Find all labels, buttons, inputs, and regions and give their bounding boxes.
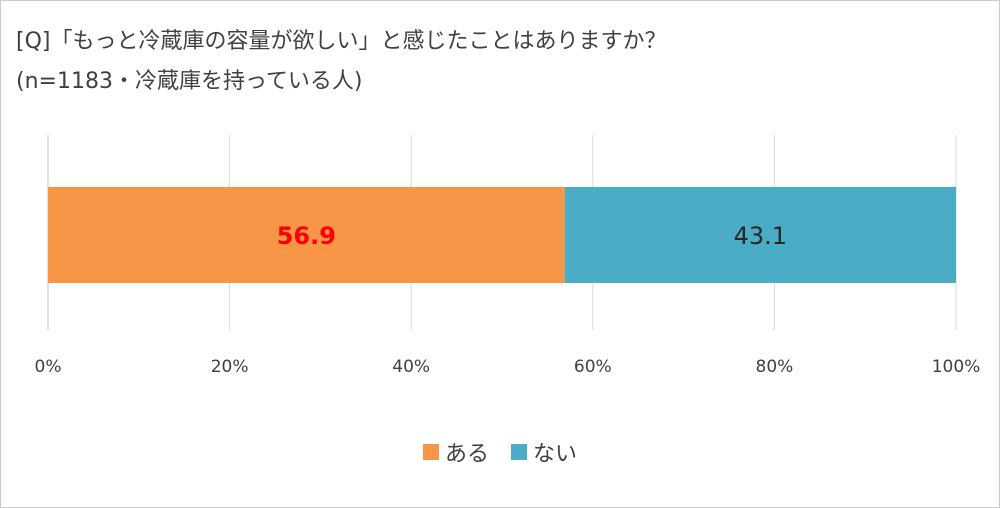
chart-title-line1: [Q]「もっと冷蔵庫の容量が欲しい」と感じたことはありますか？: [16, 29, 667, 54]
x-tick-label: 20%: [211, 357, 249, 377]
x-tick-label: 0%: [35, 357, 62, 377]
legend-swatch: [511, 444, 527, 460]
legend-item-1: ある: [422, 436, 489, 468]
bar-segment-1: [48, 187, 565, 283]
legend-item-2: ない: [511, 436, 577, 468]
x-tick-label: 100%: [932, 357, 981, 377]
x-tick-label: 40%: [392, 357, 430, 377]
legend-swatch: [422, 444, 439, 460]
legend-label: ある: [444, 442, 489, 467]
x-tick-label: 60%: [574, 357, 612, 377]
x-tick-label: 80%: [756, 357, 794, 377]
chart-legend: ある ない: [0, 436, 1000, 468]
chart-title-line2: (n=1183・冷蔵庫を持っている人): [16, 69, 363, 94]
bar-segment-2: [564, 187, 956, 283]
legend-label: ない: [533, 442, 578, 467]
chart-title: [Q]「もっと冷蔵庫の容量が欲しい」と感じたことはありますか？ (n=1183・…: [16, 22, 667, 102]
data-label-2: 43.1: [734, 222, 787, 250]
data-label-1: 56.9: [277, 222, 336, 250]
